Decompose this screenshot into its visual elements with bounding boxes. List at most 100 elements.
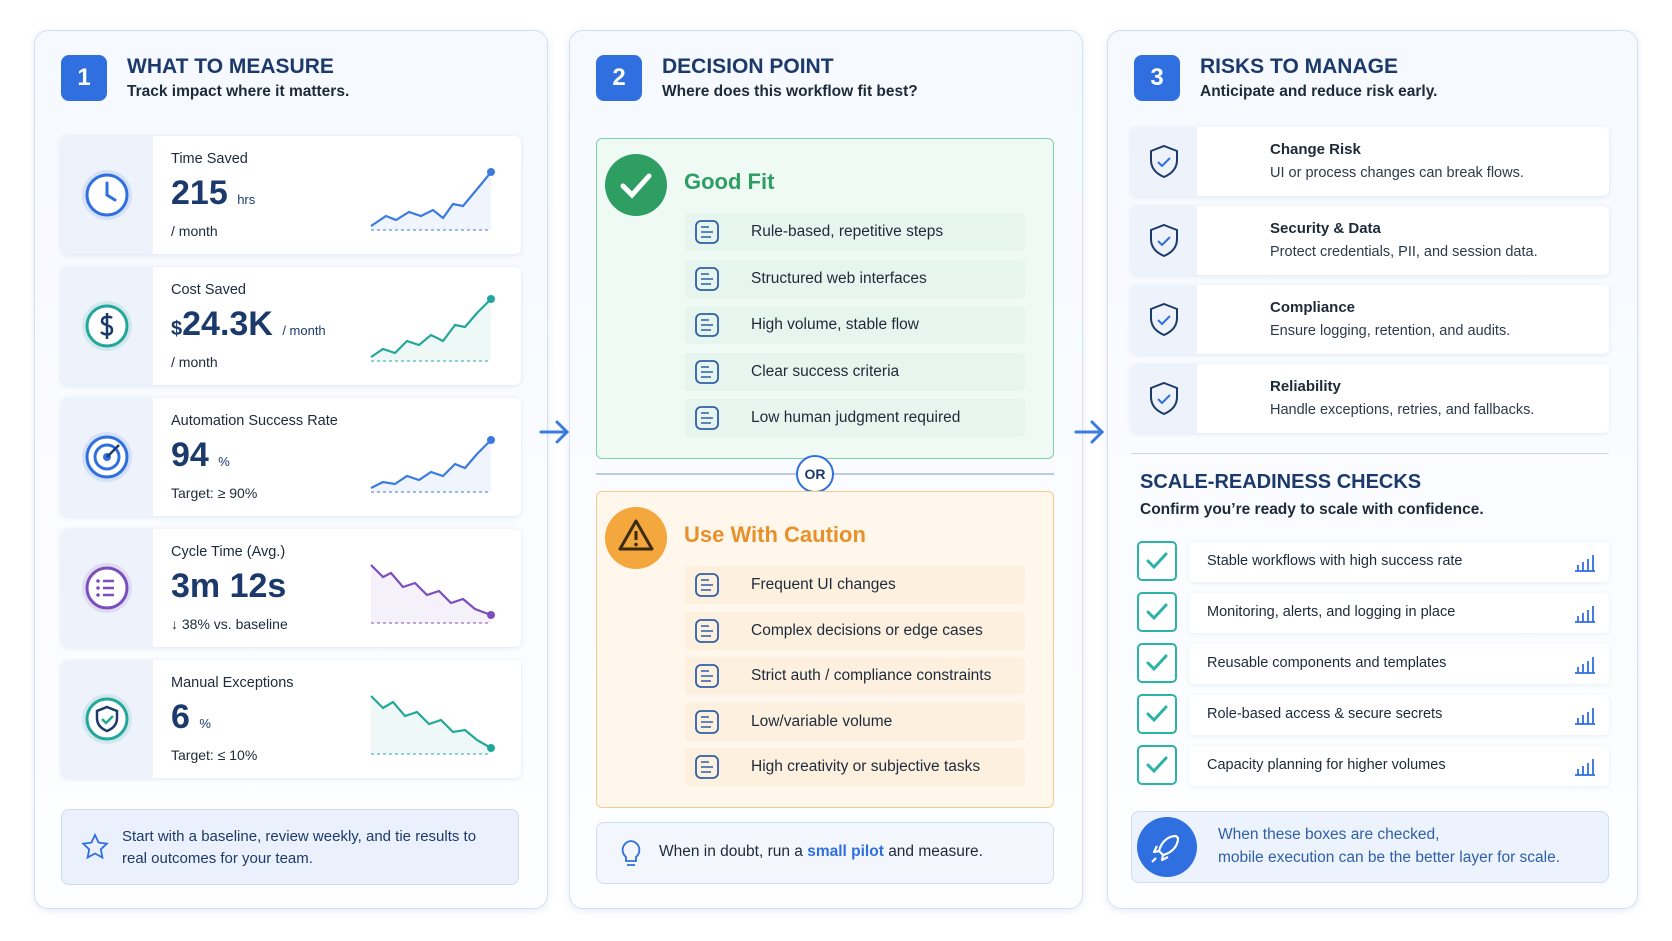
icon-area [61, 660, 153, 778]
icon-area [61, 267, 153, 385]
risk-text: UI or process changes can break flows. [1270, 165, 1524, 181]
metric-unit: hrs [237, 192, 256, 207]
icon-area [1131, 285, 1197, 354]
tip-text-start: When in doubt, run a [659, 843, 803, 860]
metric-value: 215 [171, 174, 228, 212]
caution-box: Use With Caution Frequent UI changes Compl… [596, 491, 1054, 808]
footer-line: mobile execution can be the better layer… [1218, 849, 1561, 866]
icon-area [61, 398, 153, 516]
fit-item-text: Low/variable volume [751, 713, 893, 730]
metric-value: 94 [171, 436, 209, 474]
divider-line [1131, 453, 1609, 454]
metric-unit: % [199, 716, 211, 731]
fit-item: High volume, stable flow [685, 306, 1025, 344]
check-text: Reusable components and templates [1207, 655, 1447, 671]
metric-unit: % [218, 454, 230, 469]
icon [1575, 657, 1595, 674]
metric-label: Cost Saved [171, 282, 246, 298]
checkbox [1137, 541, 1177, 581]
icon [1146, 705, 1168, 723]
icon [81, 832, 109, 860]
fit-item: Low/variable volume [685, 703, 1025, 741]
metric-note: ↓ 38% vs. baseline [171, 616, 288, 632]
check-text: Capacity planning for higher volumes [1207, 757, 1446, 773]
panel-title: WHAT TO MEASURE [127, 55, 334, 78]
icon [695, 220, 719, 244]
metric-label: Manual Exceptions [171, 675, 294, 691]
checkbox [1137, 643, 1177, 683]
check-band [1189, 746, 1609, 786]
check-item: Reusable components and templates [1137, 642, 1609, 686]
fit-item-text: Structured web interfaces [751, 270, 927, 287]
check-text: Monitoring, alerts, and logging in place [1207, 604, 1456, 620]
fit-item: High creativity or subjective tasks [685, 748, 1025, 786]
check-text: Role-based access & secure secrets [1207, 706, 1443, 722]
fit-item-text: Complex decisions or edge cases [751, 622, 983, 639]
check-band [1189, 593, 1609, 633]
check-item: Stable workflows with high success rate [1137, 540, 1609, 584]
metric-note: / month [171, 354, 218, 370]
risk-text: Ensure logging, retention, and audits. [1270, 323, 1511, 339]
icon-area [61, 529, 153, 647]
icon [82, 432, 132, 482]
metric-card: Cost Saved $24.3K / month / month [61, 267, 521, 385]
risk-item: Compliance Ensure logging, retention, and… [1131, 285, 1609, 354]
fit-badge [603, 505, 669, 576]
tip-text-end: and measure. [888, 843, 983, 860]
icon [1575, 606, 1595, 623]
metric-value-row: 94 % [171, 436, 230, 475]
panel-subtitle: Anticipate and reduce risk early. [1200, 83, 1438, 100]
fit-item: Structured web interfaces [685, 260, 1025, 298]
section-subtitle: Confirm you’re ready to scale with confi… [1140, 501, 1484, 518]
metric-card: Automation Success Rate 94 % Target: ≥ 90% [61, 398, 521, 516]
icon [1150, 223, 1178, 257]
or-label: OR [796, 455, 834, 493]
fit-item: Low human judgment required [685, 399, 1025, 437]
icon-area [1131, 206, 1197, 275]
checkbox [1137, 745, 1177, 785]
fit-item-text: Low human judgment required [751, 409, 961, 426]
fit-item-text: Frequent UI changes [751, 576, 896, 593]
metric-unit: / month [282, 323, 326, 338]
metric-note: Target: ≤ 10% [171, 747, 258, 763]
panel-title: RISKS TO MANAGE [1200, 55, 1398, 78]
fit-item: Clear success criteria [685, 353, 1025, 391]
fit-item: Rule-based, repetitive steps [685, 213, 1025, 251]
fit-item-text: Clear success criteria [751, 363, 900, 380]
check-band [1189, 644, 1609, 684]
panel-measure: 1 WHAT TO MEASURE Track impact where it ma… [34, 30, 548, 909]
tip-box: Start with a baseline, review weekly, an… [61, 809, 519, 885]
metric-label: Time Saved [171, 151, 248, 167]
metric-label: Cycle Time (Avg.) [171, 544, 286, 560]
fit-title: Good Fit [684, 169, 775, 194]
metric-label: Automation Success Rate [171, 413, 338, 429]
sparkline [370, 168, 495, 231]
sparkline [370, 436, 495, 493]
check-item: Capacity planning for higher volumes [1137, 744, 1609, 788]
tip-box: When in doubt, run a small pilot and mea… [596, 822, 1054, 884]
icon [82, 694, 132, 744]
fit-item: Strict auth / compliance constraints [685, 657, 1025, 695]
icon [1575, 555, 1595, 572]
panel-subtitle: Where does this workflow fit best? [662, 83, 918, 100]
metric-value: 24.3K [182, 305, 273, 343]
risk-item: Reliability Handle exceptions, retries, a… [1131, 364, 1609, 433]
check-text: Stable workflows with high success rate [1207, 553, 1463, 569]
icon [1150, 302, 1178, 336]
flow-arrow [539, 420, 570, 444]
metric-value: 3m 12s [171, 567, 287, 605]
sparkline [370, 295, 495, 362]
risk-title: Compliance [1270, 299, 1356, 316]
check-item: Role-based access & secure secrets [1137, 693, 1609, 737]
icon-area [1131, 364, 1197, 433]
icon [1146, 603, 1168, 621]
icon [1137, 817, 1197, 877]
footer-line: When these boxes are checked, [1218, 826, 1440, 843]
risk-item: Change Risk UI or process changes can bre… [1131, 127, 1609, 196]
icon [621, 840, 641, 866]
icon [1146, 552, 1168, 570]
icon [695, 267, 719, 291]
section-title: SCALE-READINESS CHECKS [1140, 471, 1422, 493]
fit-item-text: High volume, stable flow [751, 316, 919, 333]
metric-value-row: 3m 12s [171, 567, 286, 606]
